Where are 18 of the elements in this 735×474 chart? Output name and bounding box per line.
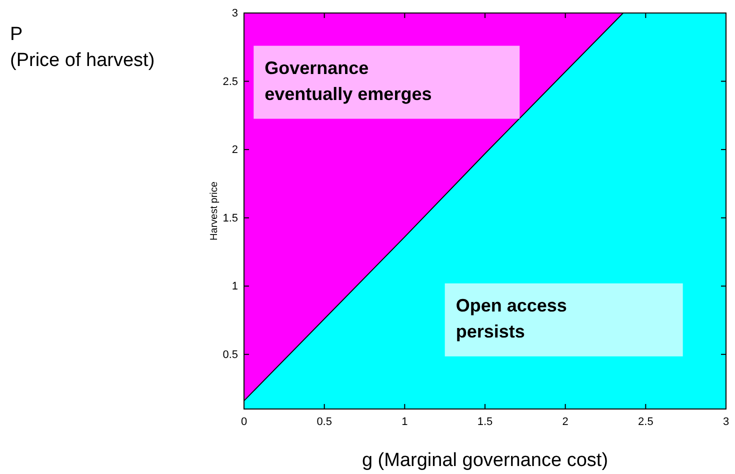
y-tick-label: 1 — [232, 280, 238, 293]
x-tick-label: 2 — [562, 416, 568, 428]
y-axis-title: Harvest price — [209, 181, 220, 240]
y-tick-label: 3 — [232, 8, 238, 20]
x-tick-label: 0.5 — [316, 416, 332, 428]
y-tick-label: 0.5 — [222, 348, 238, 361]
text: P (Price of harvest) — [10, 24, 155, 71]
x-tick-label: 3 — [722, 416, 730, 428]
y-tick-label: 2.5 — [222, 76, 238, 88]
x-axis-title: g (Marginal governance cost) — [362, 450, 608, 471]
x-tick-label: 0 — [240, 416, 248, 428]
x-tick-label: 1.5 — [477, 416, 493, 428]
y-tick-label: 1.5 — [222, 212, 238, 224]
annotation: Governance eventually emerges — [264, 58, 432, 104]
x-tick-label: 1 — [402, 416, 408, 428]
x-tick-label: 2.5 — [638, 416, 654, 428]
y-tick-label: 2 — [232, 144, 238, 156]
annotation: Open access persists — [456, 295, 567, 342]
